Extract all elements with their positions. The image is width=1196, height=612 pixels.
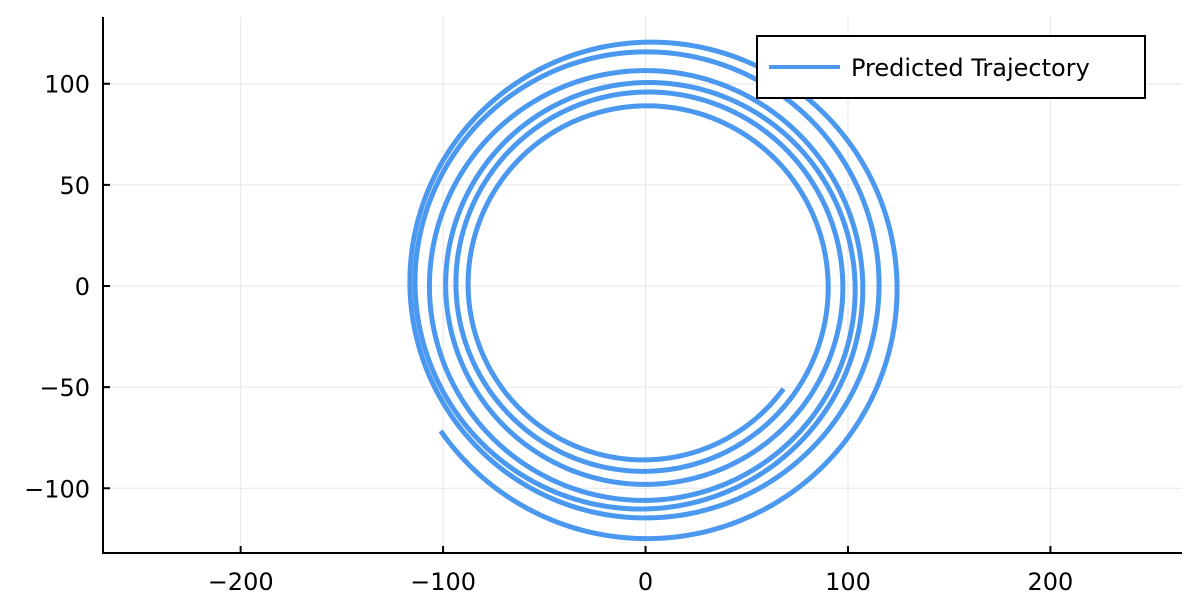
series-layer <box>407 39 900 542</box>
y-tick-label: −50 <box>39 374 90 402</box>
y-tick-label: 0 <box>75 273 90 301</box>
y-tick-label: 100 <box>44 71 90 99</box>
legend: Predicted Trajectory <box>756 35 1146 99</box>
axes <box>102 17 1182 554</box>
legend-label-predicted-trajectory: Predicted Trajectory <box>851 54 1090 82</box>
y-tick-label: 50 <box>59 172 90 200</box>
x-tick-label: 0 <box>638 568 653 596</box>
x-tick-label: −100 <box>410 568 476 596</box>
series-line-predicted-trajectory <box>407 39 900 542</box>
x-tick-label: 200 <box>1028 568 1074 596</box>
tick-layer: −200 −100 0 100 200 −100 −50 0 50 100 <box>24 71 1073 596</box>
x-tick-label: 100 <box>825 568 871 596</box>
y-tick-label: −100 <box>24 475 90 503</box>
x-tick-label: −200 <box>208 568 274 596</box>
